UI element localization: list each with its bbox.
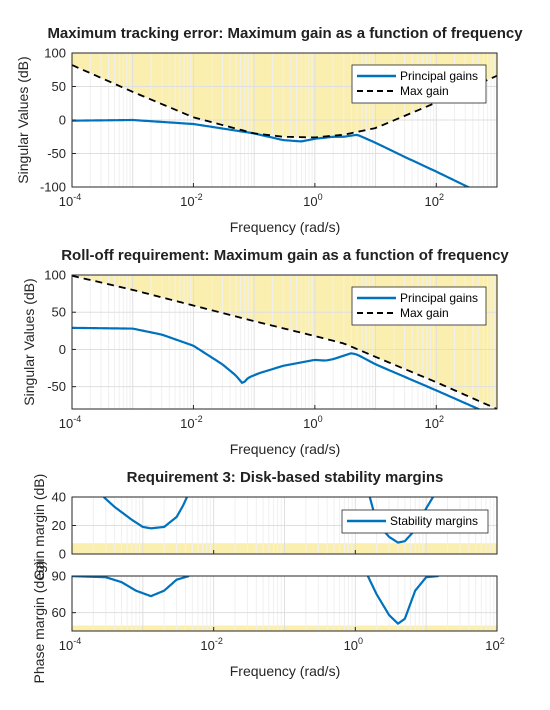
panel-roll-off: Roll-off requirement: Maximum gain as a … [21, 247, 509, 457]
y-tick-label: 50 [52, 305, 66, 320]
x-tick-label: 100 [344, 636, 363, 653]
y-axis-label: Singular Values (dB) [21, 278, 37, 405]
x-tick-label: 10-2 [200, 636, 222, 653]
panel-title: Roll-off requirement: Maximum gain as a … [61, 247, 509, 264]
y-tick-label: 100 [44, 46, 66, 61]
x-tick-label: 10-2 [180, 192, 202, 209]
legend[interactable]: Stability margins [341, 509, 489, 534]
legend-label: Max gain [400, 84, 449, 98]
legend-label: Max gain [400, 306, 449, 320]
gain-margin-subplot: 40 20 0 Stability margins [52, 490, 498, 562]
stability-margin-line [102, 497, 188, 530]
x-tick-label: 102 [425, 192, 444, 209]
x-tick-label: 100 [303, 192, 322, 209]
x-axis-label: Frequency (rad/s) [230, 663, 340, 679]
max-gain-line [72, 64, 497, 139]
x-tick-label: 100 [303, 414, 322, 431]
y-tick-label: 100 [44, 268, 66, 283]
phase-margin-subplot: 10-4 10-2 100 102 90 60 [52, 569, 505, 654]
gain-margin-axis-label: Gain margin (dB) [31, 474, 47, 581]
x-axis-label: Frequency (rad/s) [230, 441, 340, 457]
axes-frame [71, 274, 498, 410]
y-tick-label: 0 [59, 547, 66, 562]
x-tick-label: 102 [485, 636, 504, 653]
axes-frame [71, 575, 498, 632]
legend-label: Stability margins [390, 514, 478, 528]
x-tick-label: 10-4 [59, 192, 81, 209]
y-tick-label: 90 [52, 569, 66, 584]
stability-margin-line [72, 576, 190, 598]
plot-content [72, 576, 497, 631]
y-tick-label: 0 [59, 342, 66, 357]
phase-margin-axis-label: Phase margin (deg) [31, 561, 47, 684]
legend-box [351, 286, 487, 326]
stability-margin-line [366, 576, 439, 625]
principal-gains-line [72, 326, 482, 409]
y-axis-label: Singular Values (dB) [15, 56, 31, 183]
y-tick-label: 60 [52, 605, 66, 620]
y-tick-label: 20 [52, 518, 66, 533]
x-tick-label: 10-2 [180, 414, 202, 431]
y-tick-label: 50 [52, 79, 66, 94]
x-tick-label: 102 [425, 414, 444, 431]
plot-area: 10-4 10-2 100 102 90 60 [52, 569, 505, 654]
max-gain-line [72, 275, 497, 409]
y-tick-label: 40 [52, 490, 66, 505]
y-tick-label: 0 [59, 113, 66, 128]
x-tick-label: 10-4 [59, 414, 81, 431]
principal-gains-line [72, 118, 471, 187]
legend-label: Principal gains [400, 291, 478, 305]
x-tick-label: 10-4 [59, 636, 81, 653]
y-tick-label: -50 [47, 379, 66, 394]
panel-title: Requirement 3: Disk-based stability marg… [127, 469, 444, 486]
y-tick-label: -100 [40, 180, 66, 195]
panel-stability-margins: Requirement 3: Disk-based stability marg… [31, 469, 505, 683]
legend-box [341, 509, 489, 534]
legend-box [351, 64, 487, 104]
x-axis-label: Frequency (rad/s) [230, 219, 340, 235]
y-tick-label: -50 [47, 146, 66, 161]
panel-title: Maximum tracking error: Maximum gain as … [47, 25, 523, 42]
panel-tracking-error: Maximum tracking error: Maximum gain as … [15, 25, 523, 235]
legend-label: Principal gains [400, 69, 478, 83]
